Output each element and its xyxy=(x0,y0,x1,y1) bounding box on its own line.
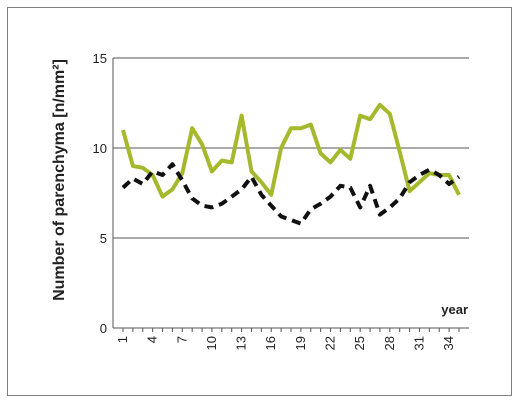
line-chart: 0 5 10 15 1 4 7 10 13 16 19 22 25 28 31 34 Number of p… xyxy=(51,51,469,350)
gridlines xyxy=(113,57,469,239)
y-tick-label: 15 xyxy=(93,51,107,66)
x-tick-label: 13 xyxy=(234,336,249,350)
y-axis: 0 5 10 15 xyxy=(93,51,114,336)
series-line-1 xyxy=(121,102,461,199)
series-group xyxy=(121,102,461,226)
x-tick-label: 16 xyxy=(263,336,278,350)
x-tick-label: 25 xyxy=(352,336,367,350)
x-tick-label: 31 xyxy=(411,336,426,350)
x-tick-label: 19 xyxy=(293,336,308,350)
y-tick-label: 5 xyxy=(100,231,107,246)
chart-frame: 0 5 10 15 1 4 7 10 13 16 19 22 25 28 31 34 Number of p… xyxy=(7,7,512,396)
y-tick-label: 10 xyxy=(93,141,107,156)
x-tick-label: 22 xyxy=(323,336,338,350)
y-axis-title: Number of parenchyma [n/mm²] xyxy=(51,59,68,301)
x-axis: 1 4 7 10 13 16 19 22 25 28 31 34 xyxy=(113,327,469,350)
series-line-2 xyxy=(121,162,461,226)
x-tick-label: 34 xyxy=(441,336,456,350)
y-tick-label: 0 xyxy=(100,321,107,336)
x-tick-label: 1 xyxy=(115,336,130,343)
x-tick-label: 7 xyxy=(174,336,189,343)
x-tick-label: 28 xyxy=(382,336,397,350)
x-axis-title: year xyxy=(441,302,468,317)
x-tick-label: 4 xyxy=(145,336,160,343)
x-tick-label: 10 xyxy=(204,336,219,350)
